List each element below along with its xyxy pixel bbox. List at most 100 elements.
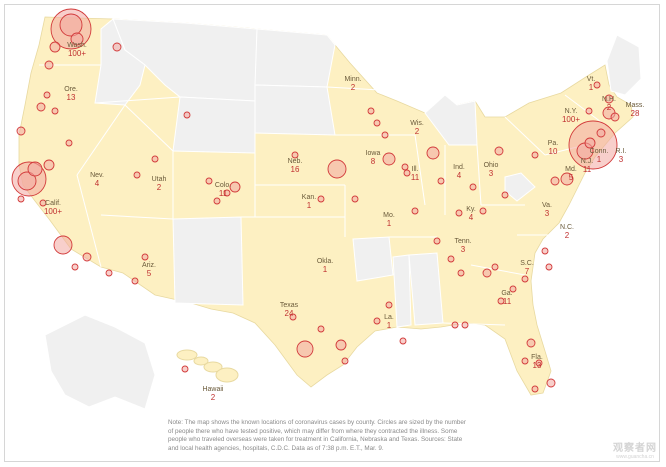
case-circle — [291, 151, 299, 159]
case-circle — [17, 195, 25, 203]
state-name-iowa: Iowa — [366, 150, 381, 157]
state-name-n-h: N.H. — [602, 96, 616, 103]
case-circle — [437, 177, 445, 185]
state-label-n-h: N.H.2 — [602, 96, 616, 112]
case-circle — [604, 94, 614, 104]
state-name-wis: Wis. — [410, 120, 424, 127]
shape-michigan — [424, 94, 478, 146]
state-name-pa: Pa. — [548, 140, 559, 147]
state-name-fla: Fla. — [531, 354, 543, 361]
state-count-ore: 13 — [67, 93, 76, 102]
state-count-utah: 2 — [157, 183, 162, 192]
case-circle — [367, 107, 375, 115]
case-circle — [385, 301, 393, 309]
state-count-ky: 4 — [469, 213, 474, 222]
shape-idaho — [94, 18, 146, 106]
case-circle — [585, 107, 593, 115]
state-border — [504, 116, 546, 156]
state-border — [470, 264, 526, 276]
case-circle — [382, 152, 396, 166]
state-label-ariz: Ariz.5 — [142, 262, 156, 278]
case-circle — [36, 102, 46, 112]
state-count-wis: 2 — [415, 127, 420, 136]
state-label-kan: Kan.1 — [302, 194, 316, 210]
state-border — [476, 144, 482, 206]
state-name-utah: Utah — [152, 176, 167, 183]
case-circle — [181, 365, 189, 373]
case-circle — [403, 169, 411, 177]
case-circle — [501, 191, 509, 199]
case-circle — [401, 163, 409, 171]
state-name-mass: Mass. — [626, 102, 645, 109]
state-border — [100, 214, 174, 220]
state-name-kan: Kan. — [302, 194, 316, 201]
shape-west-virginia — [504, 172, 536, 202]
case-circle — [335, 339, 347, 351]
state-name-ky: Ky. — [466, 206, 476, 213]
state-label-ky: Ky.4 — [466, 206, 476, 222]
state-label-mo: Mo.1 — [383, 212, 395, 228]
state-name-n-j: N.J. — [581, 158, 594, 165]
state-label-n-y: N.Y.100+ — [562, 108, 580, 124]
state-count-ohio: 3 — [489, 169, 494, 178]
state-count-colo: 11 — [219, 189, 228, 198]
state-count-texas: 24 — [285, 309, 294, 318]
case-circle — [39, 199, 47, 207]
case-circle — [373, 119, 381, 127]
case-circle — [461, 321, 469, 329]
state-count-n-c: 2 — [565, 231, 570, 240]
state-count-ill: 11 — [411, 173, 420, 182]
state-border — [76, 104, 126, 176]
case-circle — [399, 337, 407, 345]
state-border — [94, 96, 181, 104]
case-circle — [213, 197, 221, 205]
case-circle — [451, 321, 459, 329]
case-circle — [229, 181, 241, 193]
state-count-ariz: 5 — [147, 269, 152, 278]
state-count-ind: 4 — [457, 171, 462, 180]
state-label-ore: Ore.13 — [64, 86, 78, 102]
case-circle — [509, 285, 517, 293]
state-border — [564, 94, 606, 126]
state-label-ind: Ind.4 — [453, 164, 465, 180]
state-name-okla: Okla. — [317, 258, 333, 265]
shape-hawaii-island — [215, 367, 239, 383]
state-label-mass: Mass.28 — [626, 102, 645, 118]
case-circle — [133, 171, 141, 179]
shape-arkansas — [352, 236, 394, 282]
shape-mississippi — [392, 254, 412, 328]
case-circle — [373, 317, 381, 325]
case-circle — [550, 176, 560, 186]
state-label-r-i: R.I.3 — [616, 148, 627, 164]
state-label-calif: Calif.100+ — [44, 200, 62, 216]
state-count-wash: 100+ — [68, 49, 86, 58]
case-circle — [610, 112, 620, 122]
case-circle — [151, 155, 159, 163]
state-count-la: 1 — [387, 321, 392, 330]
case-circle — [531, 151, 539, 159]
state-name-colo: Colo. — [215, 182, 231, 189]
shape-maine — [606, 34, 642, 96]
state-label-n-j: N.J.11 — [581, 158, 594, 174]
case-circle — [535, 359, 543, 367]
case-circle — [411, 207, 419, 215]
state-count-pa: 10 — [549, 147, 558, 156]
case-circle — [491, 263, 499, 271]
shape-hawaii-island — [193, 356, 209, 366]
case-circle — [426, 146, 440, 160]
shape-wyoming — [172, 96, 256, 154]
case-circle — [584, 137, 596, 149]
state-count-kan: 1 — [307, 201, 312, 210]
case-circle — [531, 385, 539, 393]
state-count-calif: 100+ — [44, 207, 62, 216]
state-label-vt: Vt.1 — [587, 76, 596, 92]
state-border — [76, 174, 102, 268]
case-circle — [433, 237, 441, 245]
case-circle — [131, 277, 139, 285]
state-name-n-y: N.Y. — [565, 108, 578, 115]
state-label-minn: Minn.2 — [344, 76, 361, 92]
